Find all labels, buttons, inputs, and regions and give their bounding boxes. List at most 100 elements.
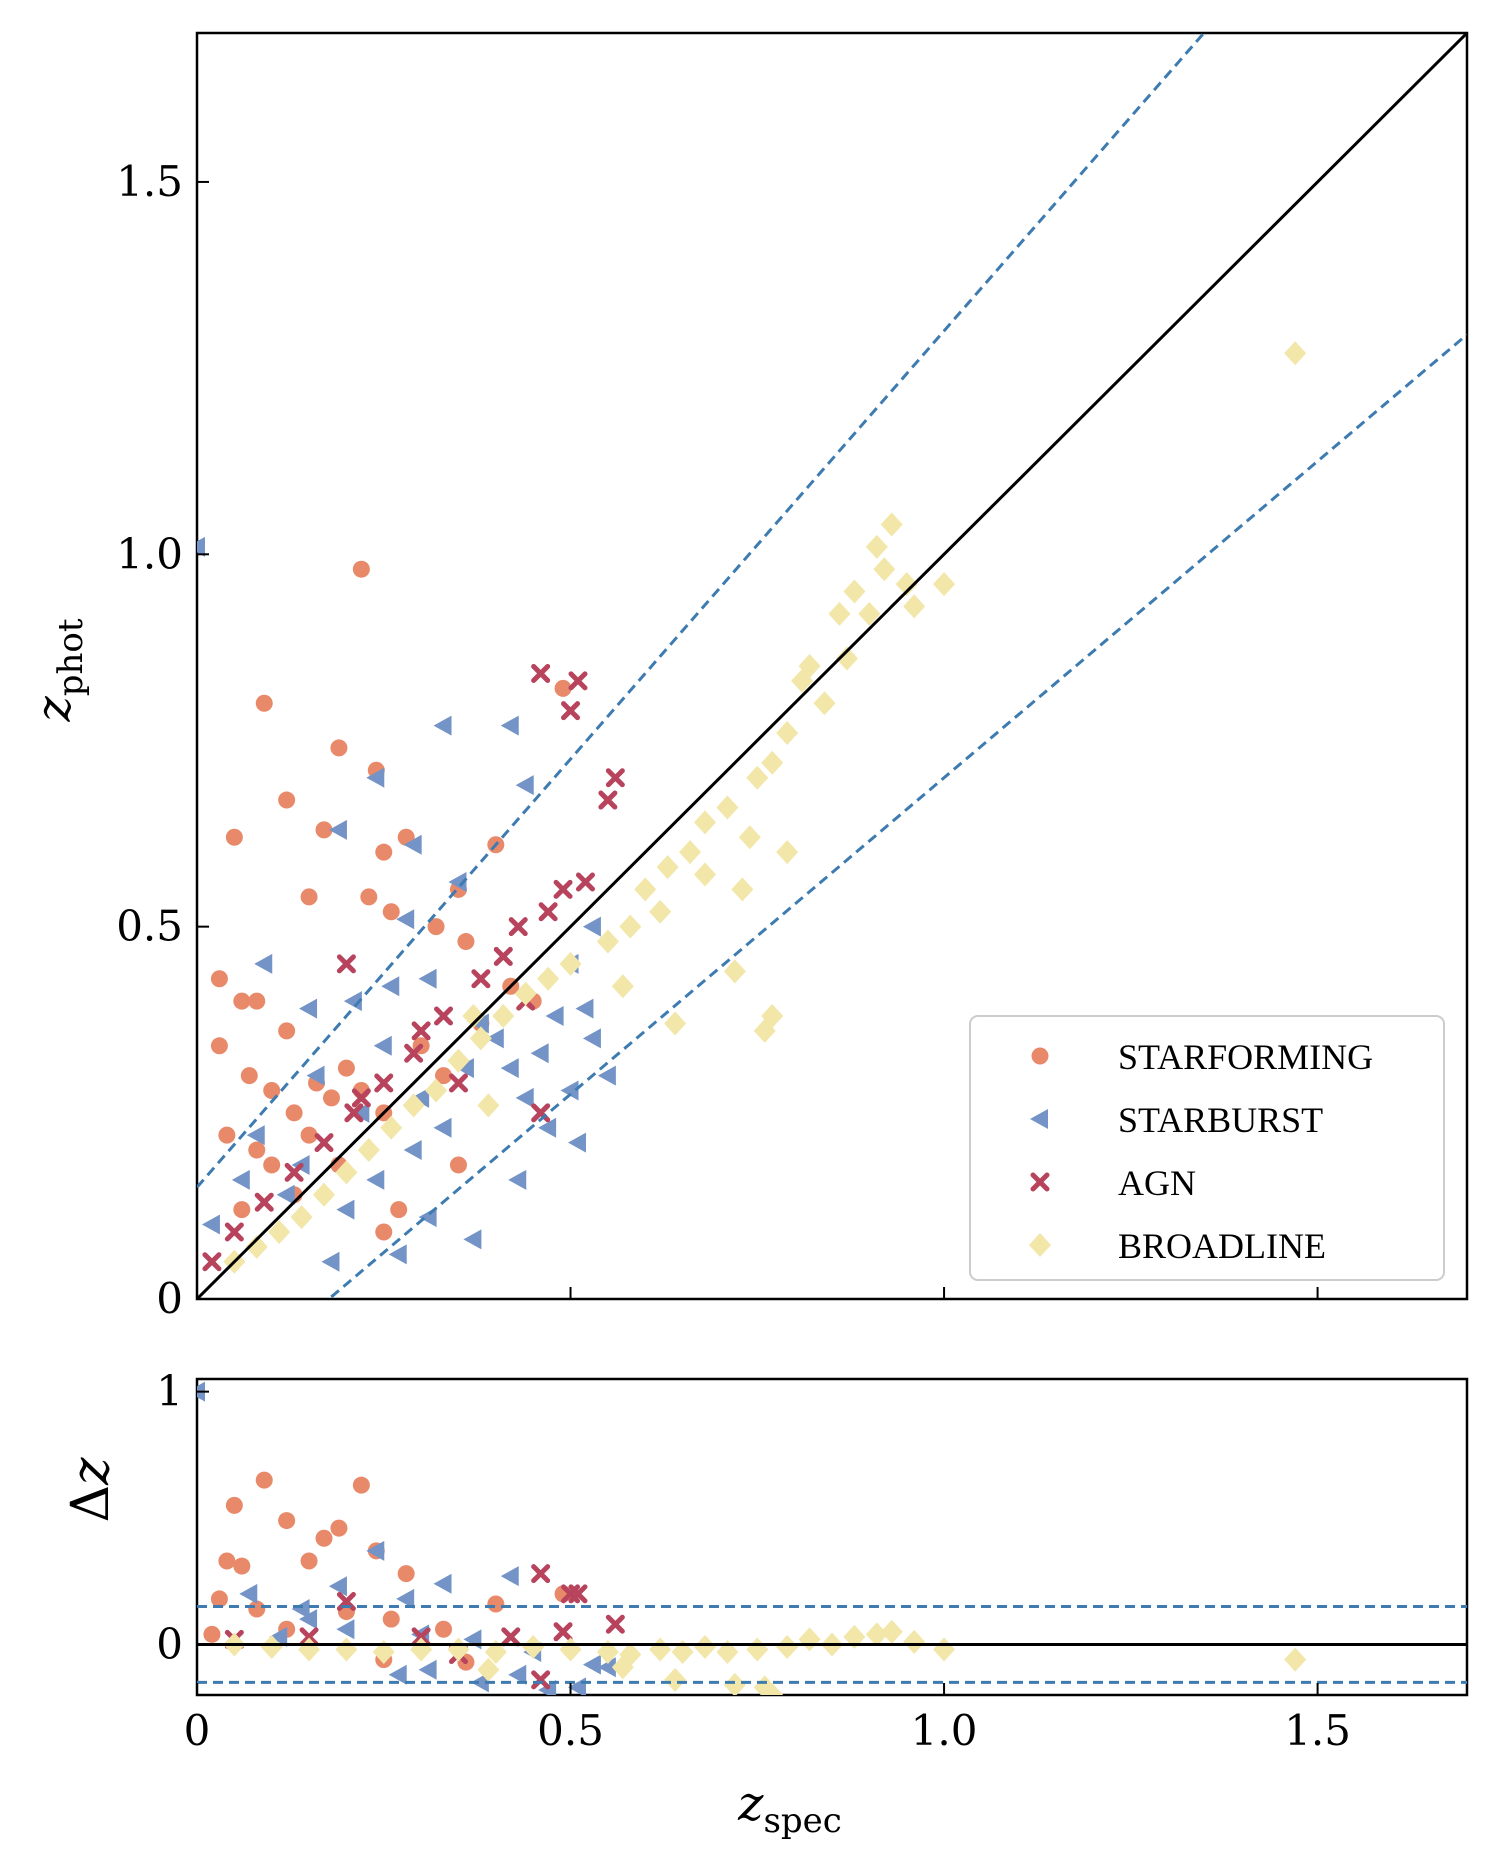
- point-starburst: [246, 1125, 265, 1146]
- point-starforming: [300, 1126, 318, 1144]
- point-agn: [351, 1088, 371, 1108]
- point-broadline: [596, 929, 619, 954]
- point-agn: [411, 1021, 431, 1041]
- point-broadline: [619, 914, 642, 939]
- point-starburst: [254, 953, 273, 974]
- point-broadline: [649, 1637, 672, 1662]
- point-broadline: [372, 1640, 395, 1665]
- point-broadline: [380, 1115, 403, 1140]
- point-starburst: [388, 1244, 407, 1265]
- point-starburst: [530, 1043, 549, 1064]
- point-starforming: [360, 888, 378, 906]
- series-agn: [202, 663, 625, 1272]
- point-starburst: [351, 1102, 370, 1123]
- point-starforming: [278, 791, 296, 809]
- point-broadline: [357, 1138, 380, 1163]
- point-starburst: [276, 1184, 295, 1205]
- point-broadline: [245, 1234, 268, 1259]
- point-agn: [411, 1627, 431, 1647]
- point-starburst: [582, 1028, 601, 1049]
- legend-item-broadline: BROADLINE: [1029, 1226, 1326, 1266]
- point-broadline: [723, 959, 746, 984]
- point-starforming: [337, 1059, 355, 1077]
- legend-label: AGN: [1118, 1163, 1196, 1203]
- point-starburst: [568, 1132, 586, 1153]
- point-broadline: [933, 572, 956, 597]
- point-broadline: [716, 1640, 739, 1665]
- point-agn: [508, 917, 528, 937]
- point-starburst: [231, 1169, 250, 1190]
- point-broadline: [656, 855, 679, 880]
- point-starforming: [285, 1104, 303, 1122]
- point-starforming: [233, 1201, 251, 1219]
- point-broadline: [537, 966, 560, 991]
- bottom-plot-area: [197, 1381, 1467, 1695]
- point-broadline: [469, 1026, 492, 1051]
- point-starburst: [328, 1576, 347, 1597]
- top-panel: 0 0.5 1.0 1.5 zphot: [26, 31, 1469, 1323]
- point-starburst: [515, 775, 534, 796]
- point-starburst: [366, 767, 385, 788]
- x-tick-label: 1.5: [1284, 1706, 1351, 1755]
- bottom-panel: 0 0.5 1.0 1.5 0 1 Δz zspec: [61, 1367, 1469, 1841]
- point-starforming: [203, 1625, 221, 1643]
- point-starburst: [366, 1540, 385, 1561]
- point-broadline: [746, 1637, 769, 1662]
- point-broadline: [873, 557, 896, 582]
- point-starforming: [330, 1519, 348, 1537]
- bottom-ylabel: Δz: [61, 1457, 121, 1523]
- point-broadline: [335, 1160, 358, 1185]
- point-starforming: [375, 1223, 393, 1241]
- point-broadline: [649, 899, 672, 924]
- point-broadline: [776, 721, 799, 746]
- bottom-data-marks: [197, 1381, 1467, 1695]
- point-starforming: [352, 1476, 370, 1494]
- point-starforming: [487, 1595, 505, 1613]
- y-tick-label: 1: [156, 1367, 183, 1416]
- point-starburst: [433, 715, 452, 736]
- top-plot-area: [197, 33, 1467, 1299]
- point-starforming: [554, 679, 572, 697]
- legend-items: STARFORMING STARBURST AGN BROADLINE: [1029, 1037, 1373, 1266]
- point-broadline: [761, 750, 784, 775]
- point-agn: [471, 969, 491, 989]
- point-starburst: [396, 909, 415, 930]
- point-agn: [531, 663, 551, 683]
- line-outlier-lower: [326, 333, 1467, 1299]
- point-broadline: [335, 1637, 358, 1662]
- point-broadline: [843, 1624, 866, 1649]
- point-broadline: [903, 594, 926, 619]
- point-agn: [254, 1192, 274, 1212]
- point-broadline: [522, 1634, 545, 1659]
- legend-marker-starforming: [1031, 1047, 1049, 1065]
- point-starforming: [449, 1156, 467, 1174]
- point-starburst: [485, 1028, 504, 1049]
- point-starforming: [435, 1067, 453, 1085]
- point-agn: [575, 872, 595, 892]
- point-starburst: [411, 1087, 430, 1108]
- point-starburst: [433, 1117, 452, 1138]
- point-starburst: [299, 1609, 318, 1630]
- point-starburst: [575, 998, 594, 1019]
- point-broadline: [611, 974, 634, 999]
- point-starforming: [330, 739, 348, 757]
- point-starburst: [500, 1058, 519, 1079]
- point-starforming: [382, 1610, 400, 1628]
- point-starforming: [315, 1529, 333, 1547]
- point-broadline: [671, 1640, 694, 1665]
- bottom-xlabel: zspec: [737, 1776, 842, 1841]
- series-starburst: [197, 1381, 616, 1695]
- point-broadline: [828, 601, 851, 626]
- x-tick-label: 0.5: [537, 1706, 604, 1755]
- point-starforming: [427, 918, 445, 936]
- series-starburst: [197, 536, 616, 1272]
- point-starburst: [433, 1573, 452, 1594]
- point-broadline: [484, 1640, 507, 1665]
- point-agn: [501, 1627, 521, 1647]
- series-agn: [224, 1564, 625, 1690]
- point-starburst: [197, 536, 205, 557]
- point-broadline: [865, 1622, 888, 1647]
- point-agn: [531, 1564, 551, 1584]
- point-broadline: [664, 1667, 687, 1692]
- point-starburst: [597, 1065, 616, 1086]
